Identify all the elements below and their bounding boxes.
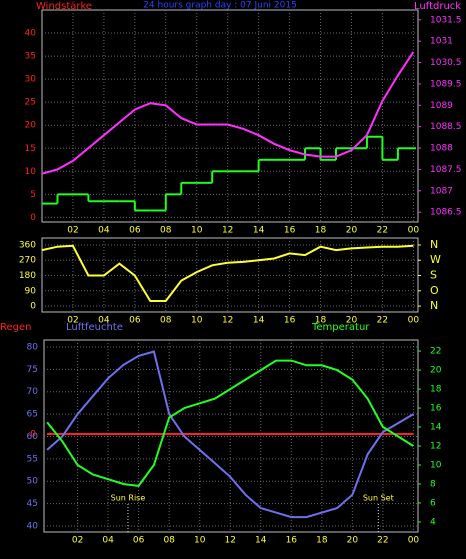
x-tick-label: 08 xyxy=(160,316,172,326)
y2-tick-label: 1031 xyxy=(430,37,453,47)
annotation: Sun Set xyxy=(363,494,394,503)
y-tick-label: 65 xyxy=(27,410,38,420)
y2-tick-label: 1031.5 xyxy=(430,15,462,25)
series-line xyxy=(46,350,414,519)
x-tick-label: 14 xyxy=(255,536,267,546)
series-label: Luftfeuchte xyxy=(66,322,123,333)
y-tick-label: 75 xyxy=(27,365,38,375)
x-tick-label: 00 xyxy=(408,226,420,236)
x-tick-label: 10 xyxy=(194,536,206,546)
y2-tick-label: 1088 xyxy=(430,144,453,154)
y-tick-label: 10 xyxy=(25,167,37,177)
x-tick-label: 14 xyxy=(253,316,265,326)
y-tick-label: 40 xyxy=(25,29,37,39)
y2-tick-label: N xyxy=(430,299,438,312)
x-tick-label: 16 xyxy=(286,536,298,546)
y2-tick-label: 1087 xyxy=(430,186,453,196)
y-tick-label: 90 xyxy=(25,286,37,296)
x-tick-label: 10 xyxy=(191,316,203,326)
plot-frame xyxy=(41,9,419,223)
series-label: Regen xyxy=(0,322,32,333)
x-tick-label: 12 xyxy=(225,536,236,546)
x-tick-label: 02 xyxy=(67,226,78,236)
x-tick-label: 02 xyxy=(72,536,83,546)
x-tick-label: 08 xyxy=(160,226,172,236)
y-tick-label: 25 xyxy=(25,98,36,108)
series-label: Temperatur xyxy=(311,322,370,333)
series-line xyxy=(41,51,415,175)
y2-tick-label: 14 xyxy=(430,423,442,433)
x-tick-label: 10 xyxy=(191,226,203,236)
x-tick-label: 04 xyxy=(98,226,110,236)
y2-tick-label: 1087.5 xyxy=(430,165,462,175)
y2-tick-label: 1089.5 xyxy=(430,79,462,89)
x-tick-label: 20 xyxy=(346,226,358,236)
x-tick-label: 20 xyxy=(346,316,358,326)
x-tick-label: 20 xyxy=(347,536,359,546)
y2-tick-label: 10 xyxy=(430,460,442,470)
x-tick-label: 14 xyxy=(253,226,265,236)
y-tick-label: 5 xyxy=(30,190,36,200)
y-tick-label: 55 xyxy=(27,454,38,464)
y-tick-label: 0 xyxy=(30,213,36,223)
y-tick-label: 20 xyxy=(25,121,37,131)
annotation: Sun Rise xyxy=(111,494,146,503)
chart-title: 24 hours graph day : 07 Juni 2015 xyxy=(143,1,297,11)
y-tick-label: 45 xyxy=(27,499,38,509)
y-tick-label: 80 xyxy=(27,342,39,352)
x-tick-label: 16 xyxy=(284,316,296,326)
y-tick-label: 70 xyxy=(27,387,39,397)
x-tick-label: 08 xyxy=(163,536,175,546)
y2-tick-label: 18 xyxy=(430,385,442,395)
y2-tick-label: O xyxy=(430,284,439,297)
y-tick-label: 0 xyxy=(30,302,36,312)
x-tick-label: 18 xyxy=(316,536,328,546)
y-tick-label: 360 xyxy=(19,240,36,250)
x-tick-label: 22 xyxy=(377,226,388,236)
x-tick-label: 22 xyxy=(377,536,388,546)
series-line xyxy=(41,244,414,302)
y-tick-label: 60 xyxy=(27,432,39,442)
y2-tick-label: 1086.5 xyxy=(430,208,462,218)
x-tick-label: 22 xyxy=(377,316,388,326)
x-tick-label: 12 xyxy=(222,316,233,326)
y3-tick-label: 0 xyxy=(30,430,36,440)
series-line xyxy=(46,359,414,487)
y2-tick-label: W xyxy=(430,253,441,266)
x-tick-label: 18 xyxy=(315,226,327,236)
x-tick-label: 02 xyxy=(67,316,78,326)
x-tick-label: 06 xyxy=(129,316,141,326)
y-tick-label: 180 xyxy=(19,271,36,281)
y2-tick-label: 8 xyxy=(430,479,436,489)
y2-tick-label: 22 xyxy=(430,347,441,357)
y2-tick-label: 1089 xyxy=(430,101,453,111)
x-tick-label: 06 xyxy=(133,536,145,546)
x-tick-label: 04 xyxy=(98,316,110,326)
y2-tick-label: 1088.5 xyxy=(430,122,462,132)
series-label: Luftdruck xyxy=(414,1,461,12)
x-tick-label: 00 xyxy=(408,316,420,326)
y-tick-label: 30 xyxy=(25,75,37,85)
x-tick-label: 16 xyxy=(284,226,296,236)
y-tick-label: 270 xyxy=(19,256,36,266)
y2-tick-label: 16 xyxy=(430,404,442,414)
y2-tick-label: 6 xyxy=(430,498,436,508)
x-tick-label: 12 xyxy=(222,226,233,236)
y2-tick-label: 20 xyxy=(430,366,442,376)
x-tick-label: 18 xyxy=(315,316,327,326)
series-label: Windstärke xyxy=(36,1,92,12)
x-tick-label: 04 xyxy=(102,536,114,546)
y2-tick-label: 4 xyxy=(430,517,436,527)
y2-tick-label: 1030.5 xyxy=(430,58,462,68)
y-tick-label: 50 xyxy=(27,477,39,487)
y2-tick-label: S xyxy=(430,269,437,282)
y2-tick-label: 12 xyxy=(430,442,441,452)
y-tick-label: 35 xyxy=(25,52,36,62)
y2-tick-label: N xyxy=(430,238,438,251)
x-tick-label: 06 xyxy=(129,226,141,236)
y-tick-label: 15 xyxy=(25,144,36,154)
x-tick-label: 00 xyxy=(408,536,420,546)
y-tick-label: 40 xyxy=(27,522,39,532)
